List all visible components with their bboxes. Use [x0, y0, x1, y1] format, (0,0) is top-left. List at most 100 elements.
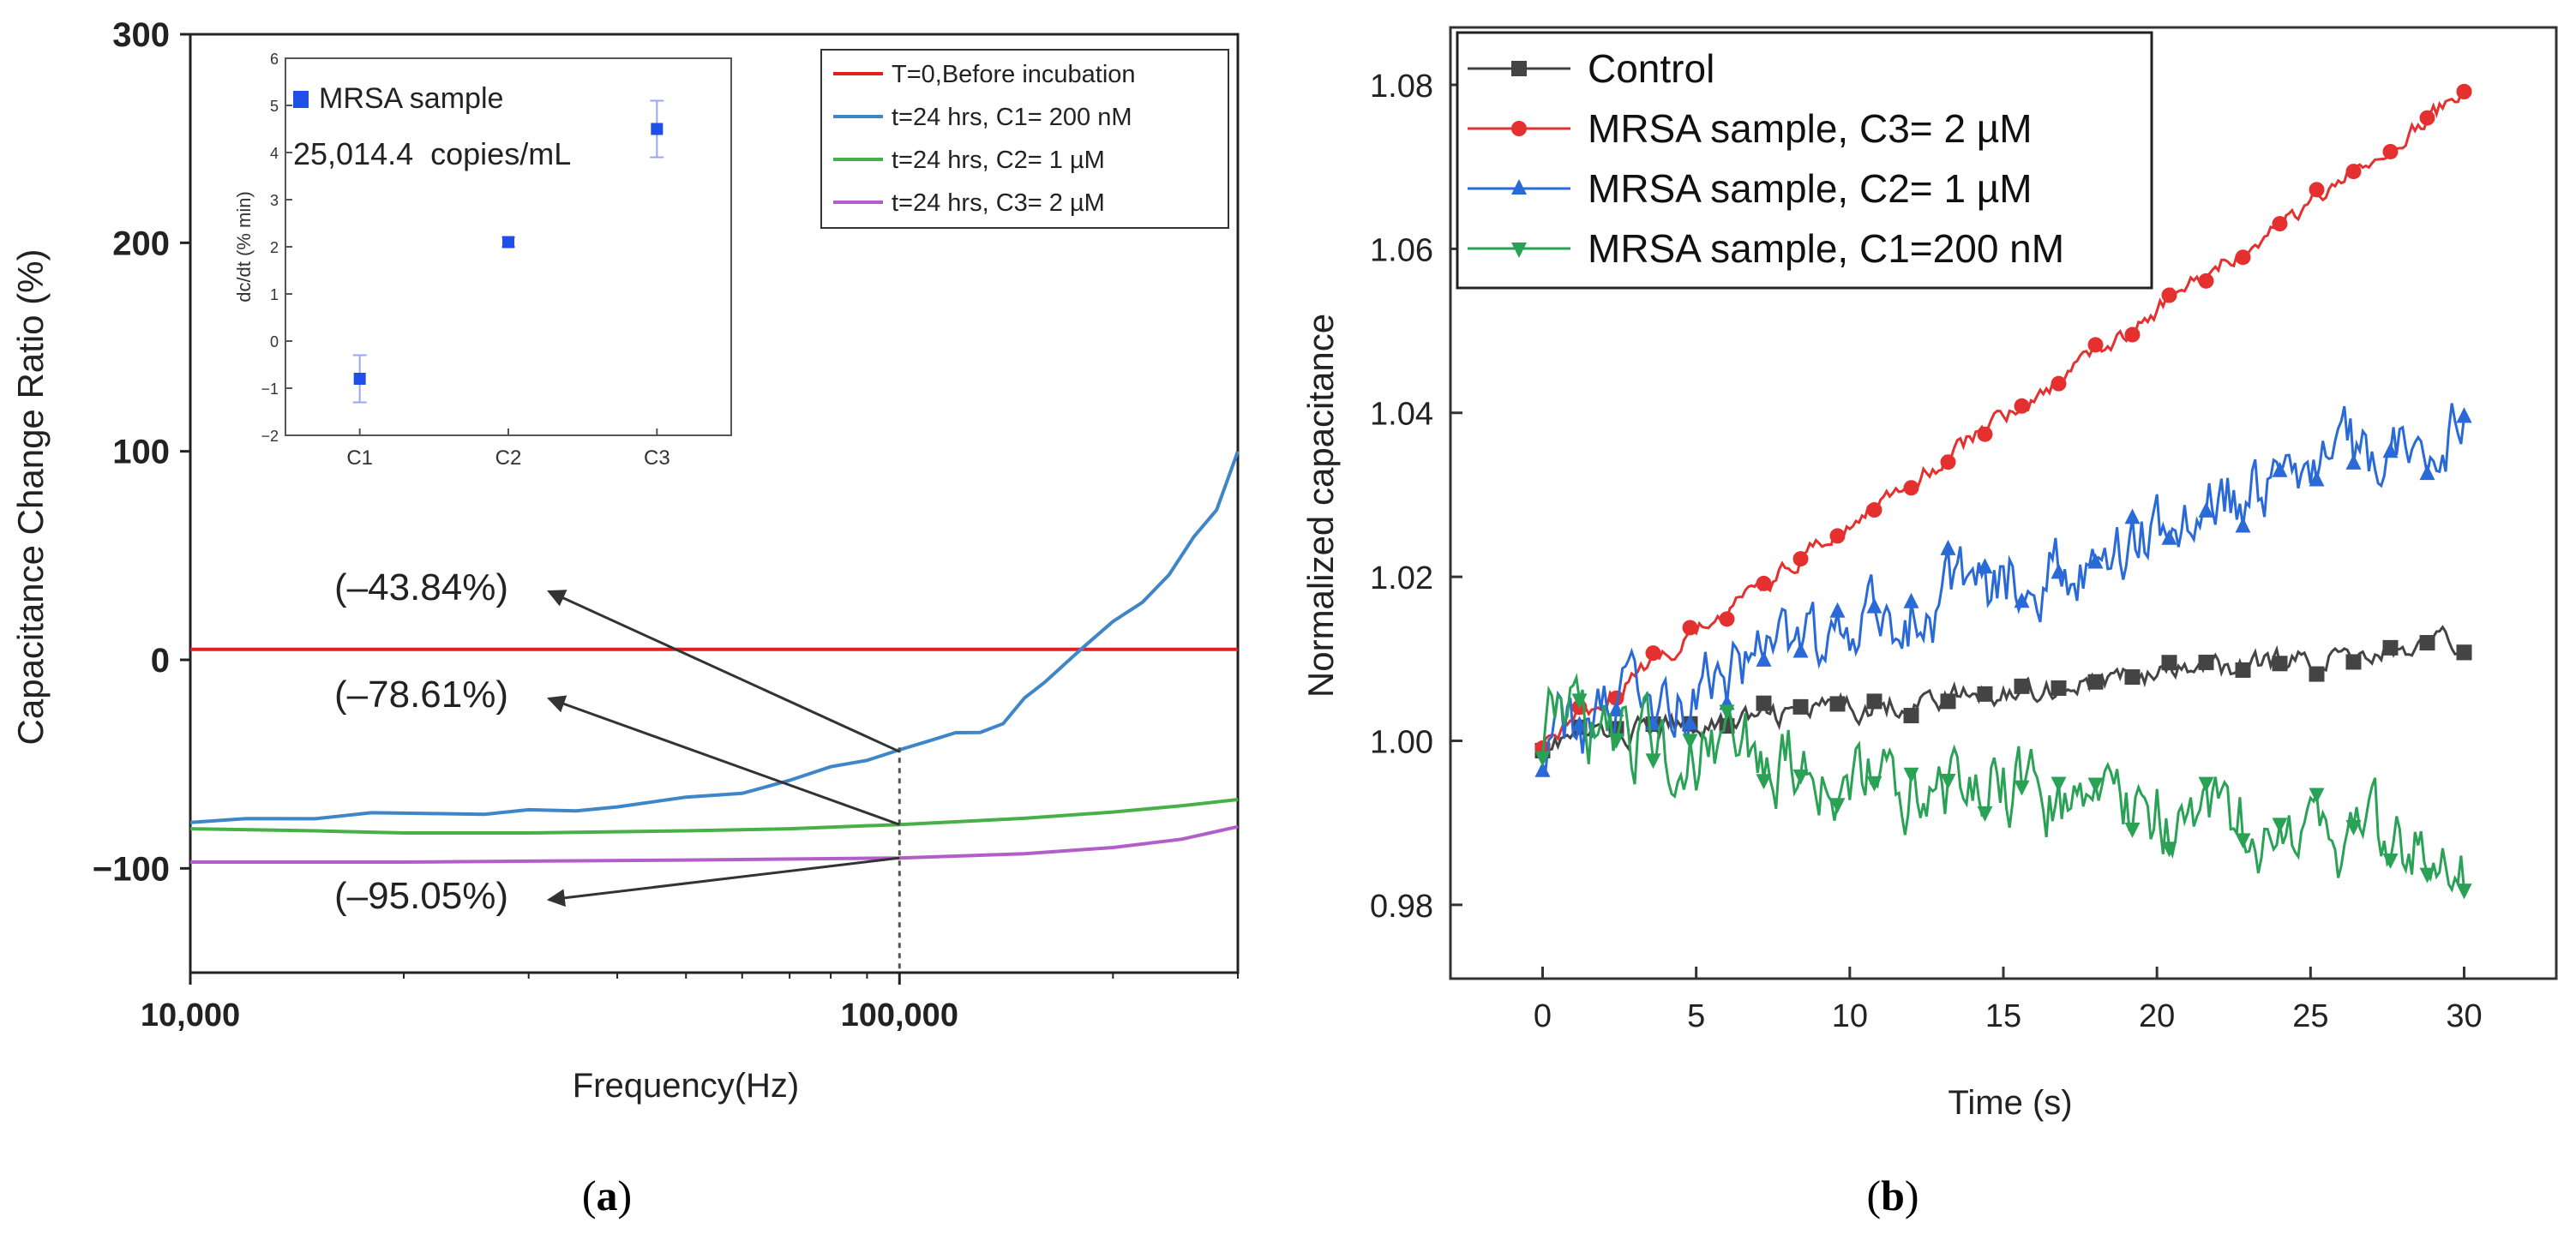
inset-y-tick-label: −1 [261, 380, 279, 398]
panel-a-legend-label: t=24 hrs, C1= 200 nM [892, 104, 1132, 131]
inset-y-axis-label: dc/dt (% min) [233, 191, 255, 303]
panel-b-marker [2272, 818, 2288, 834]
inset-y-tick-label: 0 [270, 333, 279, 350]
panel-b-marker [2124, 669, 2141, 686]
panel-b-marker [1903, 480, 1919, 496]
panel-b-marker [2235, 662, 2251, 678]
panel-b-marker [1719, 611, 1735, 627]
panel-b-marker [1866, 776, 1882, 792]
panel-b-marker [2272, 656, 2288, 672]
panel-a: 300 200 100 0 −100 10,000 100,000 (–43.84%) (–7… [10, 16, 1240, 1219]
panel-b-marker [2161, 529, 2177, 545]
panel-b-marker [2272, 216, 2288, 232]
panel-b-marker [1977, 558, 1993, 574]
panel-b-marker [2382, 639, 2399, 656]
panel-b-x-tick-label: 15 [1985, 998, 2021, 1034]
panel-b-y-tick-label: 1.04 [1370, 397, 1433, 433]
panel-b-marker [2309, 470, 2325, 487]
panel-b-marker [1829, 798, 1846, 814]
panel-b-marker [2087, 777, 2104, 794]
panel-b-marker [1645, 645, 1661, 662]
panel-a-x-tick-label: 100,000 [841, 997, 958, 1033]
panel-b-marker [1829, 528, 1846, 544]
inset-point-C3 [651, 123, 664, 135]
panel-b-marker [1940, 774, 1956, 790]
inset-y-tick-label: −2 [261, 428, 279, 445]
panel-b-marker [1511, 243, 1527, 258]
panel-b-marker [1903, 708, 1919, 724]
panel-b-marker [2124, 822, 2141, 838]
panel-b-marker [2014, 678, 2030, 694]
inset-y-tick-label: 4 [270, 145, 279, 162]
inset-subtitle: 25,014.4 copies/mL [293, 136, 571, 171]
inset-legend-label: MRSA sample [319, 82, 503, 115]
panel-b: 1.08 1.06 1.04 1.02 1.00 0.98 0 5 10 15 20 25 30 Nor… [1300, 26, 2558, 1219]
panel-b-marker [1682, 734, 1698, 750]
panel-b-marker [1792, 769, 1809, 785]
panel-b-marker [1977, 686, 1993, 702]
panel-b-y-tick-label: 0.98 [1370, 889, 1433, 925]
panel-b-marker [2198, 501, 2214, 518]
panel-b-marker [1682, 714, 1698, 730]
panel-b-marker [1756, 774, 1772, 790]
panel-b-y-axis-label: Normalized capacitance [1300, 314, 1341, 698]
inset-legend-marker [293, 91, 309, 108]
panel-b-y-tick-label: 1.02 [1370, 560, 1433, 596]
panel-a-annotation-arrow [547, 695, 900, 826]
panel-b-marker [1829, 602, 1846, 618]
panel-b-marker [2235, 517, 2251, 533]
panel-b-x-tick-label: 30 [2446, 998, 2482, 1034]
panel-b-marker [1903, 767, 1919, 783]
panel-b-marker [1866, 597, 1882, 614]
panel-a-caption: (a) [582, 1171, 632, 1219]
panel-a-annotation-label: (–43.84%) [334, 566, 508, 608]
panel-a-y-tick-label: 100 [112, 434, 170, 471]
panel-b-marker [2087, 553, 2104, 569]
panel-a-series-line-2 [189, 451, 1240, 824]
inset-y-tick-label: 2 [270, 239, 279, 256]
panel-a-plot-frame [189, 33, 1240, 974]
panel-a-series [189, 451, 1240, 864]
panel-b-marker [1829, 696, 1846, 712]
panel-b-ticks: 1.08 1.06 1.04 1.02 1.00 0.98 0 5 10 15 20 25 30 [1370, 69, 2483, 1034]
panel-b-marker [1792, 551, 1809, 567]
panel-b-marker [2014, 592, 2030, 608]
panel-b-marker [2235, 249, 2251, 266]
panel-b-marker [2198, 776, 2214, 793]
panel-b-marker [2456, 407, 2472, 423]
panel-a-y-tick-label: 300 [112, 16, 170, 54]
panel-b-legend-label: MRSA sample, C1=200 nM [1588, 226, 2064, 271]
panel-b-marker [1756, 695, 1772, 711]
panel-b-marker [1940, 693, 1956, 710]
panel-b-marker [1719, 704, 1735, 721]
panel-b-x-tick-label: 0 [1534, 998, 1552, 1034]
panel-b-marker [2051, 776, 2067, 793]
panel-a-legend-label: t=24 hrs, C2= 1 µM [892, 147, 1105, 174]
panel-b-marker [2382, 853, 2399, 869]
panel-b-marker [1608, 733, 1624, 749]
inset-y-tick-label: 5 [270, 98, 279, 115]
panel-b-marker [2345, 453, 2362, 470]
panel-b-marker [2419, 110, 2435, 126]
panel-b-marker [1682, 620, 1698, 636]
panel-b-marker [2419, 464, 2435, 481]
panel-b-marker [2161, 655, 2177, 671]
inset-point-C1 [353, 373, 366, 385]
panel-b-legend: Control MRSA sample, C3= 2 µM MRSA sample,… [1456, 31, 2153, 290]
panel-b-marker [1534, 751, 1551, 767]
panel-a-legend: T=0,Before incubation t=24 hrs, C1= 200 n… [820, 49, 1229, 229]
panel-b-marker [2272, 461, 2288, 477]
panel-b-marker [2087, 674, 2104, 690]
inset-x-tick-label: C2 [495, 446, 522, 470]
panel-b-marker [1608, 690, 1624, 706]
panel-b-series-line-4 [1541, 673, 2465, 893]
panel-a-y-tick-label: 0 [151, 642, 170, 680]
panel-a-legend-label: T=0,Before incubation [892, 61, 1136, 88]
panel-b-x-tick-label: 20 [2139, 998, 2175, 1034]
panel-a-series-line-4 [190, 824, 1239, 864]
panel-b-y-tick-label: 1.06 [1370, 232, 1433, 268]
panel-b-x-tick-label: 10 [1832, 998, 1868, 1034]
panel-b-marker [2198, 654, 2214, 670]
panel-b-marker [1977, 426, 1993, 442]
panel-a-inset: dc/dt (% min) 6 5 4 3 2 1 0 −1 −2 C1 C2 C3 MRSA sam… [233, 51, 732, 470]
